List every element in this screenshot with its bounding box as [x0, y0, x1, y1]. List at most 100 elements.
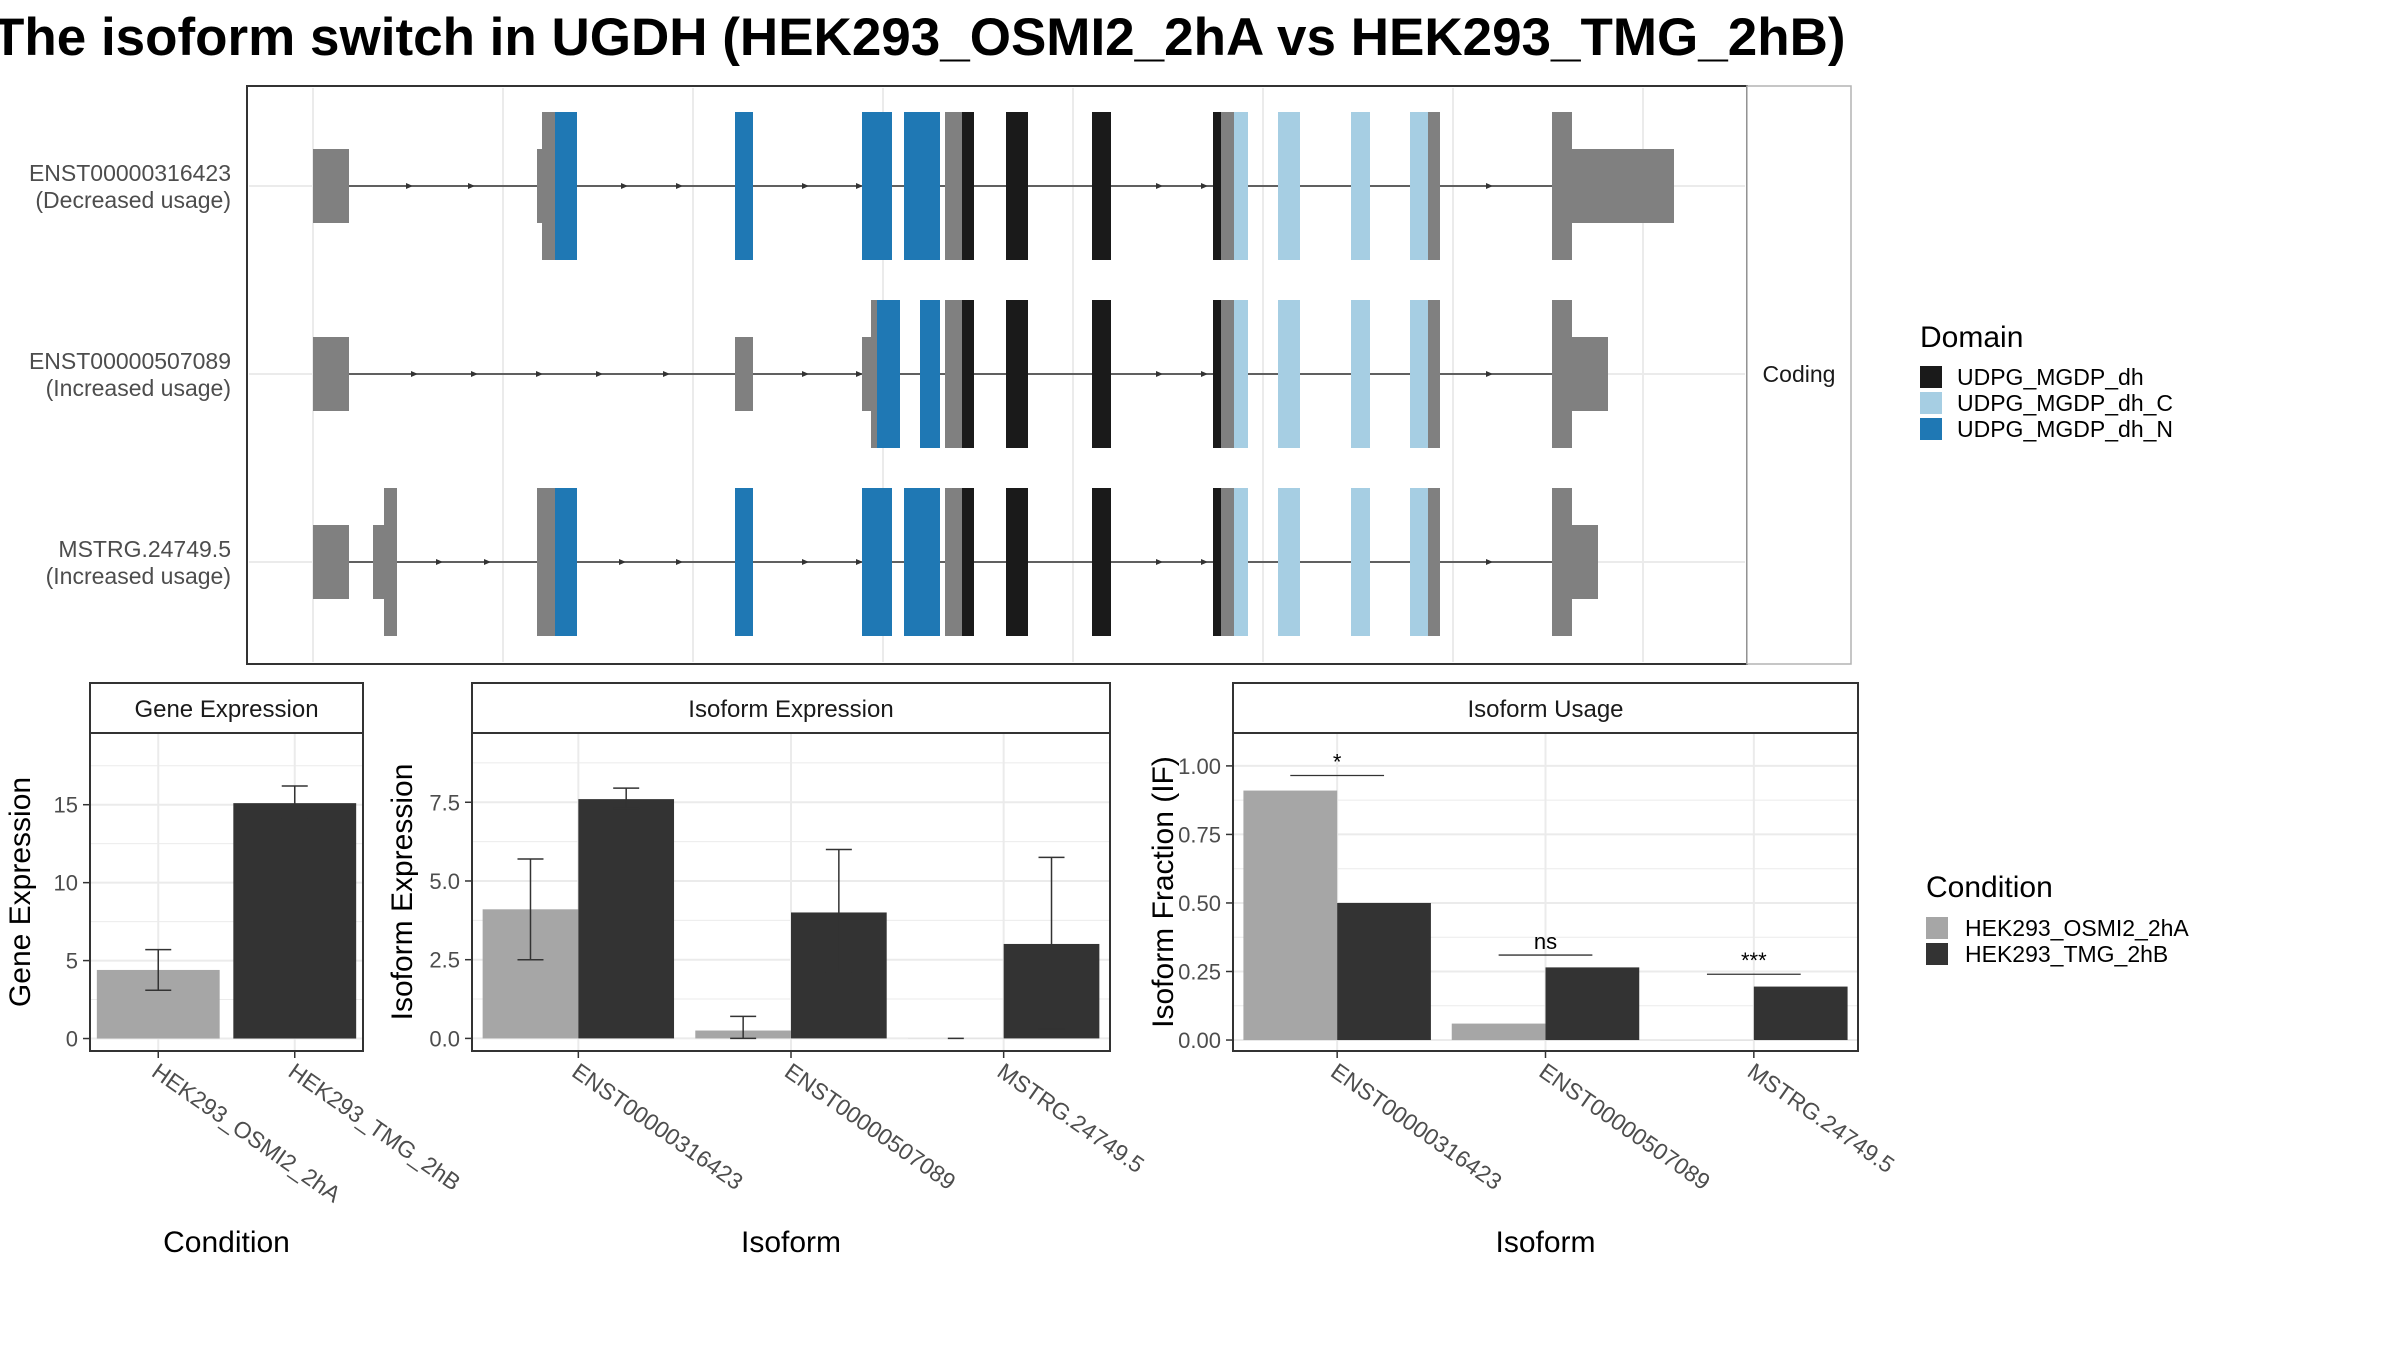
facet-strip — [471, 682, 1111, 734]
condition-legend-key-b — [1926, 943, 1948, 965]
exon-domain-dh — [1092, 112, 1111, 260]
exon-domain-dh-n — [920, 488, 940, 636]
strand-arrow — [621, 183, 628, 189]
x-axis-title: Isoform — [1495, 1226, 1595, 1259]
x-axis-title: Condition — [163, 1226, 290, 1259]
exon-utr — [313, 525, 349, 599]
exon-utr — [1221, 488, 1234, 636]
facet-strip — [89, 682, 364, 734]
exon-domain-dh — [1092, 488, 1111, 636]
exon-domain-dh-c — [1234, 300, 1248, 448]
exon-utr — [1572, 149, 1674, 223]
exon-domain-dh-n — [555, 488, 577, 636]
strand-arrow — [1201, 371, 1208, 377]
exon-domain-dh — [962, 112, 974, 260]
y-tick-label: 0.75 — [1178, 822, 1221, 847]
x-tick-label: MSTRG.24749.5 — [993, 1058, 1149, 1178]
exon-domain-dh-n — [904, 488, 920, 636]
strand-arrow — [1486, 371, 1493, 377]
exon-utr — [313, 337, 349, 411]
domain-legend-key-dh — [1920, 366, 1942, 388]
exon-utr — [945, 112, 962, 260]
strand-arrow — [1156, 183, 1163, 189]
exon-domain-dh — [1213, 300, 1221, 448]
bar — [1753, 986, 1848, 1041]
y-tick-label: 0.0 — [429, 1026, 460, 1051]
strand-arrow — [1156, 371, 1163, 377]
structure-tracks — [313, 112, 1674, 636]
strand-arrow — [1201, 559, 1208, 565]
exon-domain-dh-c — [1351, 488, 1370, 636]
transcript-track-1 — [313, 112, 1674, 260]
exon-domain-dh-n — [920, 300, 940, 448]
domain-legend-label-dh-n: UDPG_MGDP_dh_N — [1957, 416, 2173, 442]
exon-domain-dh-c — [1278, 488, 1300, 636]
strip-box — [1746, 85, 1852, 665]
exon-domain-dh-c — [1410, 112, 1428, 260]
x-tick-label: MSTRG.24749.5 — [1743, 1058, 1899, 1178]
condition-legend-key-a — [1926, 917, 1948, 939]
y-tick-label: 0 — [66, 1027, 78, 1052]
isoform-usage-panel: * ns *** Isoform Usage 0.00 0.25 0.50 0.75 1.00 E… — [1147, 682, 1899, 1259]
condition-legend: Condition HEK293_OSMI2_2hA HEK293_TMG_2h… — [1926, 871, 2189, 967]
exon-utr — [1552, 300, 1572, 448]
exon-domain-dh — [1213, 488, 1221, 636]
strip-label: Coding — [1763, 361, 1836, 387]
bar — [1243, 790, 1338, 1041]
exon-domain-dh-n — [735, 488, 753, 636]
transcript-3-note: (Increased usage) — [46, 563, 231, 589]
strand-arrow — [468, 183, 475, 189]
strand-arrow — [663, 371, 670, 377]
exon-utr — [1428, 300, 1440, 448]
strand-arrow — [856, 183, 863, 189]
exon-utr — [1552, 488, 1572, 636]
bar — [1545, 967, 1640, 1041]
exon-utr — [542, 112, 555, 260]
exon-utr — [1552, 112, 1572, 260]
exon-domain-dh — [1006, 488, 1028, 636]
strand-arrow — [856, 371, 863, 377]
exon-domain-dh-c — [1234, 112, 1248, 260]
x-axis-title: Isoform — [741, 1226, 841, 1259]
exon-domain-dh-c — [1351, 112, 1370, 260]
facet-title: Gene Expression — [134, 696, 318, 723]
transcript-1-id: ENST00000316423 — [29, 160, 231, 186]
figure-title: The isoform switch in UGDH (HEK293_OSMI2… — [0, 8, 1846, 67]
exon-utr — [871, 300, 877, 448]
facet-title: Isoform Expression — [688, 696, 893, 723]
strand-arrow — [676, 183, 683, 189]
strand-arrow — [536, 371, 543, 377]
strand-arrow — [1156, 559, 1163, 565]
exon-utr — [1428, 488, 1440, 636]
y-axis-title: Isoform Expression — [386, 764, 419, 1021]
bar — [578, 799, 675, 1039]
facet-strip — [1232, 682, 1859, 734]
y-tick-label: 15 — [54, 793, 78, 818]
domain-legend-key-dh-c — [1920, 392, 1942, 414]
x-tick-label: ENST00000316423 — [1326, 1058, 1506, 1195]
exon-utr — [1572, 525, 1598, 599]
exon-domain-dh-c — [1278, 112, 1300, 260]
exon-utr — [537, 149, 543, 223]
exon-utr — [384, 488, 397, 636]
x-tick-label: ENST00000507089 — [780, 1058, 960, 1195]
strand-arrow — [802, 183, 809, 189]
significance-label: ns — [1534, 929, 1557, 954]
domain-legend-label-dh: UDPG_MGDP_dh — [1957, 364, 2144, 390]
exon-domain-dh-n — [862, 488, 892, 636]
strand-arrow — [676, 559, 683, 565]
transcript-2-id: ENST00000507089 — [29, 348, 231, 374]
exon-utr — [537, 488, 543, 636]
y-tick-label: 0.25 — [1178, 960, 1221, 985]
condition-legend-label-a: HEK293_OSMI2_2hA — [1965, 915, 2189, 941]
transcript-track-3 — [313, 488, 1598, 636]
exon-domain-dh-c — [1351, 300, 1370, 448]
exon-utr — [735, 337, 753, 411]
y-tick-label: 0.00 — [1178, 1028, 1221, 1053]
condition-legend-title: Condition — [1926, 871, 2053, 904]
significance-label: *** — [1741, 948, 1767, 973]
exon-domain-dh-n — [735, 112, 753, 260]
exon-domain-dh — [962, 488, 974, 636]
domain-legend-key-dh-n — [1920, 418, 1942, 440]
